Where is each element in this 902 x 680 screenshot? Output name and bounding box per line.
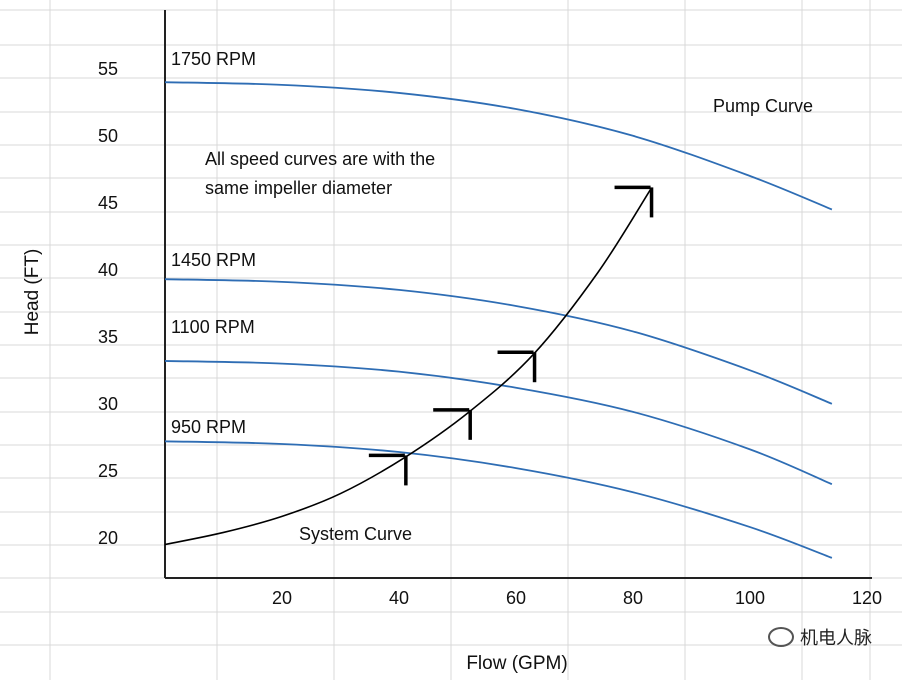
note-line-2: same impeller diameter: [205, 178, 392, 198]
watermark: 机电人脉: [768, 624, 872, 650]
y-axis-label: Head (FT): [22, 249, 43, 336]
y-tick-labels: 20 25 30 35 40 45 50 55: [98, 59, 118, 548]
system-curve-label: System Curve: [299, 524, 412, 544]
series-label-950: 950 RPM: [171, 417, 246, 437]
y-tick-label: 30: [98, 394, 118, 414]
series-line-1750-rpm: [164, 81, 833, 211]
series-line-system-curve: [164, 188, 652, 546]
operating-point-marks: [368, 185, 654, 486]
x-axis-label: Flow (GPM): [466, 653, 567, 674]
chat-bubble-icon: [768, 627, 794, 647]
y-tick-label: 20: [98, 528, 118, 548]
x-tick-label: 60: [506, 588, 526, 608]
x-tick-label: 100: [735, 588, 765, 608]
y-tick-label: 40: [98, 260, 118, 280]
note-line-1: All speed curves are with the: [205, 149, 435, 169]
axes: [164, 10, 872, 579]
x-tick-label: 80: [623, 588, 643, 608]
series-line-950-rpm: [164, 440, 833, 559]
y-tick-label: 25: [98, 461, 118, 481]
pump-curve-label: Pump Curve: [713, 96, 813, 116]
x-tick-label: 120: [852, 588, 882, 608]
y-tick-label: 45: [98, 193, 118, 213]
y-tick-label: 50: [98, 126, 118, 146]
watermark-text: 机电人脉: [800, 628, 872, 649]
x-tick-label: 20: [272, 588, 292, 608]
y-tick-label: 35: [98, 327, 118, 347]
x-tick-label: 40: [389, 588, 409, 608]
series-line-1450-rpm: [164, 278, 833, 405]
series-lines: [164, 81, 833, 559]
series-label-1100: 1100 RPM: [171, 317, 255, 337]
y-tick-label: 55: [98, 59, 118, 79]
series-label-1750: 1750 RPM: [171, 49, 256, 69]
x-tick-labels: 20 40 60 80 100 120: [272, 588, 882, 608]
series-line-1100-rpm: [164, 360, 833, 486]
series-label-1450: 1450 RPM: [171, 250, 256, 270]
